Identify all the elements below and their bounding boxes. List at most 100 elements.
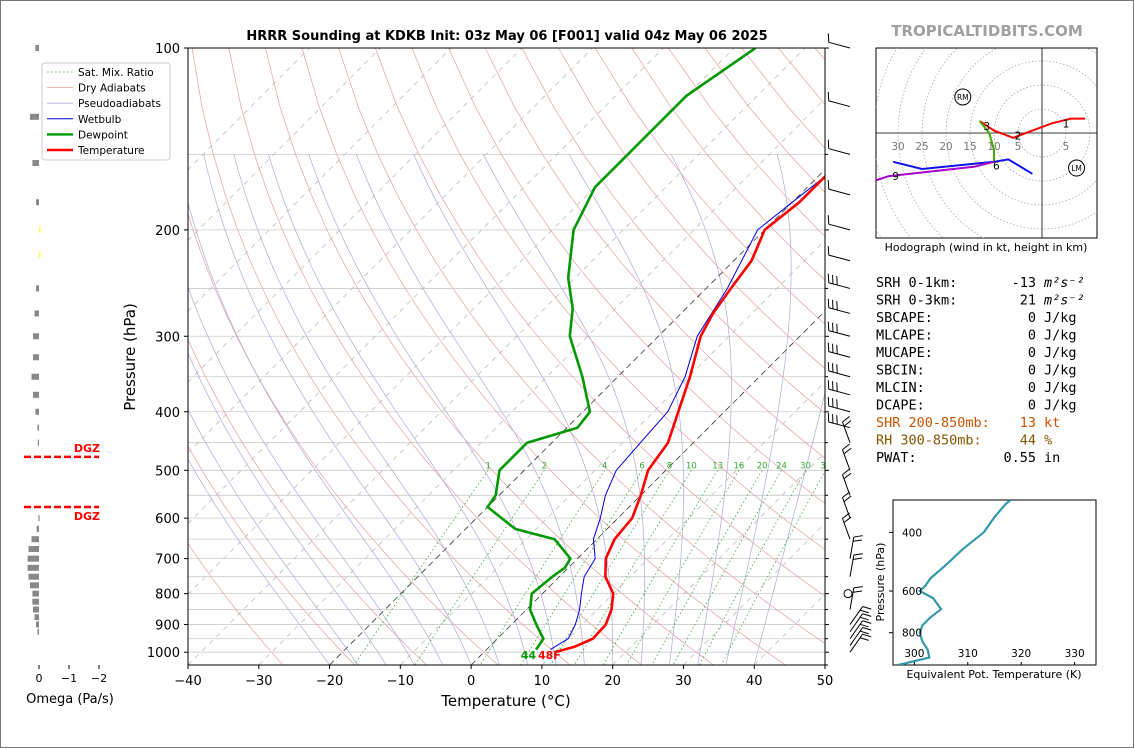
legend-label: Temperature: [77, 145, 145, 157]
legend-label: Dry Adiabats: [78, 83, 146, 95]
omega-bar: [35, 408, 39, 415]
barb-flag: [842, 443, 850, 451]
wind-barb: [849, 627, 872, 646]
wind-barb: [842, 468, 852, 496]
index-label: MLCIN:: [876, 380, 925, 396]
barb-staff: [828, 100, 851, 108]
moist-adiabat: [188, 201, 444, 665]
barb-staff: [828, 307, 851, 314]
moist-adiabat: [188, 408, 359, 665]
mixing-ratio-label: 4: [602, 461, 607, 471]
hodograph-segment: [979, 120, 1033, 139]
index-value: -13: [1012, 275, 1036, 291]
barb-flag: [842, 512, 850, 519]
dry-adiabat: [188, 445, 355, 665]
skewt-xlabel: Temperature (°C): [440, 692, 570, 710]
index-unit: kt: [1044, 415, 1060, 431]
hodograph-height-label: 2: [1015, 130, 1022, 142]
wind-barb: [849, 613, 872, 633]
barb-staff: [828, 254, 851, 262]
wind-barb: [827, 273, 851, 289]
hodograph-ring-label: 5: [1015, 141, 1022, 153]
mixing-ratio-line: [651, 470, 763, 665]
omega-bar: [27, 564, 39, 571]
y-tick-label: 900: [155, 619, 180, 634]
barb-flag: [853, 553, 863, 556]
omega-bar: [35, 45, 39, 51]
theta-e-frame: [892, 499, 1097, 666]
hodograph-caption: Hodograph (wind in kt, height in km): [885, 241, 1088, 254]
barb-flag: [843, 516, 852, 524]
x-tick-label: 10: [534, 674, 551, 689]
hodograph-ring-label: 25: [915, 141, 928, 153]
wind-barb: [849, 620, 872, 640]
skewt-panel: 1 2 4 6 8 10 13 16 20 24 30 36 10020030040050060070…: [41, 42, 833, 710]
wind-barb: [849, 633, 872, 653]
wind-barb: [827, 215, 851, 231]
theta-e-trace: [898, 500, 1012, 665]
skewt-legend: Sat. Mix. Ratio Dry Adiabats Pseudoadiabat…: [41, 62, 171, 161]
hodograph-ring-label: 5: [1063, 141, 1070, 153]
x-tick-label: 30: [675, 674, 692, 689]
wind-barb: [849, 535, 863, 559]
index-value: 0: [1028, 363, 1036, 379]
barb-staff: [849, 606, 864, 625]
y-tick-label: 600: [155, 512, 180, 527]
index-unit: J/kg: [1044, 398, 1077, 414]
barb-flag: [843, 472, 852, 480]
barb-staff: [849, 536, 855, 559]
omega-bar: [36, 525, 39, 532]
barb-flag: [842, 468, 850, 476]
omega-tick-label: −1: [61, 672, 77, 685]
wind-barb: [842, 491, 852, 519]
moist-adiabat: [188, 458, 330, 665]
moist-adiabat: [233, 154, 500, 665]
mixing-ratio-label: 6: [639, 461, 644, 471]
barb-flag: [852, 590, 863, 593]
moist-adiabat: [753, 391, 825, 665]
barb-flag: [843, 420, 852, 427]
mixing-ratio-label: 1: [485, 461, 490, 471]
index-label: MLCAPE:: [876, 328, 933, 344]
dgz-label-bottom: DGZ: [74, 510, 100, 523]
omega-bar: [38, 515, 40, 522]
barb-staff: [828, 405, 851, 413]
hodograph-frame: [875, 47, 1098, 239]
index-value: 0: [1028, 328, 1036, 344]
moist-adiabat: [356, 154, 585, 665]
omega-bar: [28, 573, 39, 580]
wind-barb: [827, 380, 851, 396]
mixing-ratio-label: 24: [776, 461, 787, 471]
barb-staff: [849, 613, 864, 633]
barb-flag: [862, 620, 872, 624]
y-tick-label: 400: [155, 406, 180, 421]
index-label: RH 300-850mb:: [876, 433, 982, 449]
hodograph-segment: [978, 120, 995, 162]
index-label: SBCIN:: [876, 363, 925, 379]
omega-bar: [39, 251, 41, 258]
omega-bar: [36, 621, 39, 628]
omega-bar: [31, 373, 39, 380]
omega-bar: [32, 598, 39, 605]
barb-staff: [842, 518, 851, 540]
y-tick-label: 100: [155, 42, 180, 57]
dry-adiabat: [521, 48, 825, 414]
brand-logo-text: TROPICALTIDBITS.COM: [891, 22, 1083, 40]
index-unit: %: [1044, 433, 1052, 449]
mixing-ratio-line: [672, 470, 782, 665]
barb-flag: [859, 609, 869, 614]
barb-staff: [828, 282, 851, 289]
omega-bar: [32, 159, 39, 166]
storm-motion-marker: [1068, 159, 1086, 177]
wind-barb: [827, 397, 851, 413]
index-unit: J/kg: [1044, 345, 1077, 361]
omega-bar: [34, 310, 39, 317]
wind-barb: [827, 321, 851, 337]
theta-e-ylabel: Pressure (hPa): [874, 543, 887, 622]
dry-adiabat: [411, 48, 825, 551]
dry-adiabat: [594, 48, 825, 325]
wind-barb: [842, 416, 852, 443]
